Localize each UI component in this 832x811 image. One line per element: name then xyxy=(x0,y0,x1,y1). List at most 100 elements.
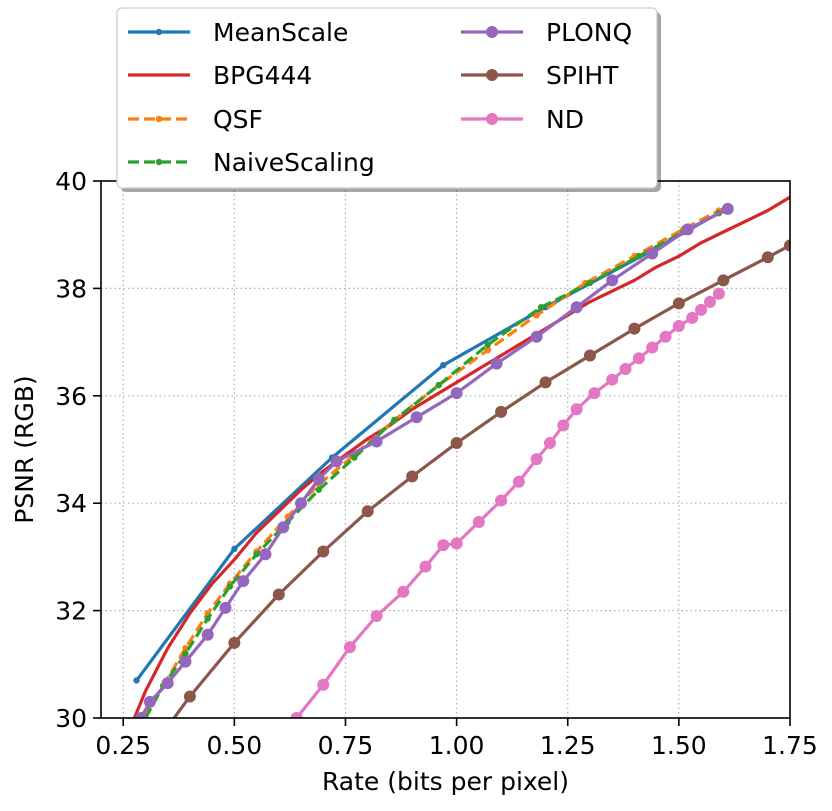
series-line-qsf xyxy=(144,209,720,714)
data-point-naivescaling xyxy=(226,583,234,590)
data-point-meanscale xyxy=(133,677,140,684)
data-point-spiht xyxy=(183,690,196,703)
data-point-nd xyxy=(472,515,485,528)
legend-marker xyxy=(155,158,163,166)
series-line-naivescaling xyxy=(144,211,720,718)
data-point-nd xyxy=(659,330,672,343)
data-point-meanscale xyxy=(440,361,447,369)
data-point-plonq xyxy=(201,628,214,641)
legend-marker xyxy=(155,28,163,36)
data-point-spiht xyxy=(361,505,374,518)
series-bpg444 xyxy=(132,195,790,718)
x-tick-label: 1.75 xyxy=(762,731,818,760)
data-point-plonq xyxy=(410,411,423,424)
data-point-nd xyxy=(588,387,601,400)
y-tick-label: 36 xyxy=(55,382,87,411)
x-tick-label: 1.00 xyxy=(429,731,485,760)
data-point-spiht xyxy=(317,545,330,558)
data-point-plonq xyxy=(277,521,290,534)
series-plonq xyxy=(135,202,734,718)
data-point-nd xyxy=(543,437,556,450)
legend-marker xyxy=(486,69,498,81)
data-point-naivescaling xyxy=(182,650,189,657)
data-point-plonq xyxy=(530,330,543,343)
data-point-nd xyxy=(495,494,508,507)
data-point-spiht xyxy=(272,588,285,601)
data-point-plonq xyxy=(646,247,659,260)
data-point-spiht xyxy=(784,239,790,252)
data-point-plonq xyxy=(219,601,232,614)
data-point-nd xyxy=(450,537,463,550)
data-point-spiht xyxy=(406,470,419,483)
data-point-plonq xyxy=(135,712,148,718)
x-tick-label: 1.50 xyxy=(651,731,707,760)
data-point-nd xyxy=(570,403,583,416)
data-point-naivescaling xyxy=(253,551,260,558)
series-line-bpg444 xyxy=(132,195,790,718)
legend-box xyxy=(116,7,658,189)
legend-item-meanscale: MeanScale xyxy=(128,18,348,47)
data-point-plonq xyxy=(237,575,250,588)
data-point-plonq xyxy=(143,695,156,708)
axis-ticks: 0.25 0.50 0.75 1.00 1.25 1.50 1.75 30 32 34 36 38 40 xyxy=(55,167,818,760)
data-point-nd xyxy=(419,560,432,573)
data-point-spiht xyxy=(539,376,552,389)
data-point-nd xyxy=(317,678,330,691)
data-point-meanscale xyxy=(231,545,238,553)
data-point-nd xyxy=(290,712,303,718)
data-point-nd xyxy=(343,641,356,654)
data-point-nd xyxy=(672,319,685,332)
data-point-nd xyxy=(712,287,725,300)
legend-marker xyxy=(486,113,498,125)
data-point-plonq xyxy=(681,223,694,236)
x-tick-label: 0.75 xyxy=(318,731,374,760)
data-point-nd xyxy=(530,453,543,466)
data-point-nd xyxy=(397,585,410,598)
data-point-spiht xyxy=(761,251,774,264)
data-point-nd xyxy=(703,295,716,308)
legend-label: QSF xyxy=(213,105,263,134)
data-point-plonq xyxy=(450,387,463,400)
legend-label: BPG444 xyxy=(213,61,312,90)
legend-label: SPIHT xyxy=(546,61,619,90)
data-point-naivescaling xyxy=(435,381,443,389)
series-layer xyxy=(132,195,790,718)
data-point-naivescaling xyxy=(315,486,323,493)
data-point-plonq xyxy=(295,497,308,510)
data-point-plonq xyxy=(606,274,619,287)
legend-item-nd: ND xyxy=(461,105,584,134)
data-point-spiht xyxy=(628,322,641,335)
legend-item-plonq: PLONQ xyxy=(461,18,632,47)
data-point-plonq xyxy=(330,455,343,468)
data-point-naivescaling xyxy=(204,615,211,622)
data-point-nd xyxy=(557,419,570,432)
data-point-nd xyxy=(646,341,659,354)
x-axis-label: Rate (bits per pixel) xyxy=(322,767,569,796)
legend-label: ND xyxy=(546,105,584,134)
data-point-plonq xyxy=(312,473,325,486)
data-point-naivescaling xyxy=(635,252,643,260)
y-tick-label: 38 xyxy=(55,274,87,303)
data-point-spiht xyxy=(717,274,730,287)
x-tick-label: 0.50 xyxy=(207,731,263,760)
data-point-plonq xyxy=(370,435,383,448)
data-point-spiht xyxy=(450,437,463,450)
y-tick-label: 32 xyxy=(55,597,87,626)
data-point-nd xyxy=(370,609,383,622)
data-point-spiht xyxy=(228,636,241,649)
data-point-spiht xyxy=(672,297,685,310)
legend-marker xyxy=(155,115,163,123)
data-point-nd xyxy=(632,352,645,365)
data-point-qsf xyxy=(182,644,189,652)
data-point-plonq xyxy=(721,202,734,215)
data-point-plonq xyxy=(570,301,583,314)
legend-item-spiht: SPIHT xyxy=(461,61,619,90)
data-point-nd xyxy=(686,311,699,324)
data-point-nd xyxy=(512,475,525,488)
legend-item-naivescaling: NaiveScaling xyxy=(128,148,375,177)
data-point-nd xyxy=(619,362,632,375)
legend-label: NaiveScaling xyxy=(213,148,375,177)
data-point-nd xyxy=(606,373,619,386)
y-axis-label: PSNR (RGB) xyxy=(10,375,39,523)
